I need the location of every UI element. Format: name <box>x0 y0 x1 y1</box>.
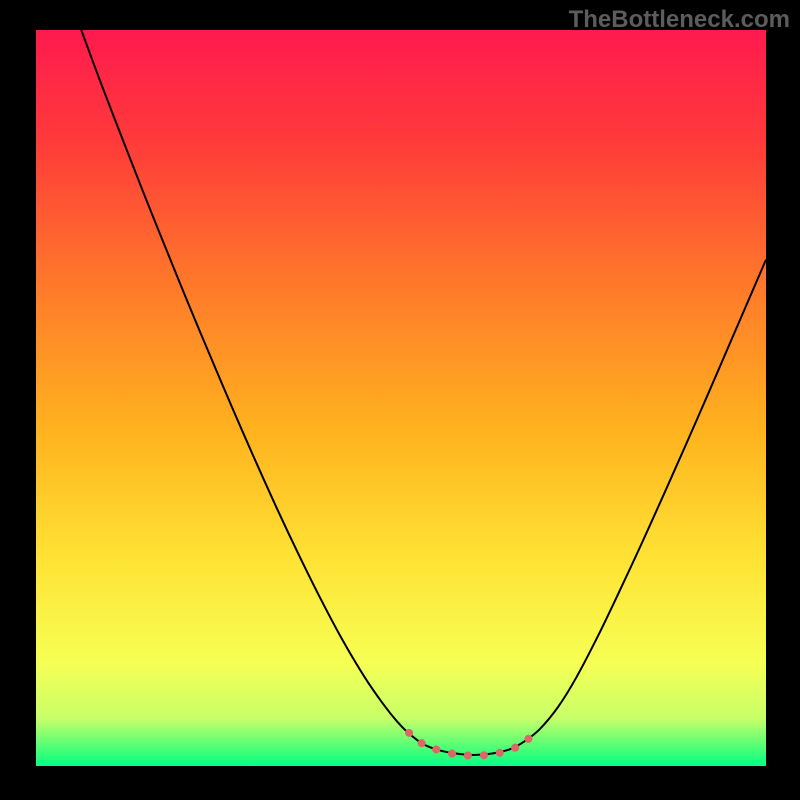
gradient-background <box>36 30 766 766</box>
bottleneck-chart <box>36 30 766 766</box>
watermark: TheBottleneck.com <box>569 6 790 34</box>
chart-container <box>36 30 766 766</box>
